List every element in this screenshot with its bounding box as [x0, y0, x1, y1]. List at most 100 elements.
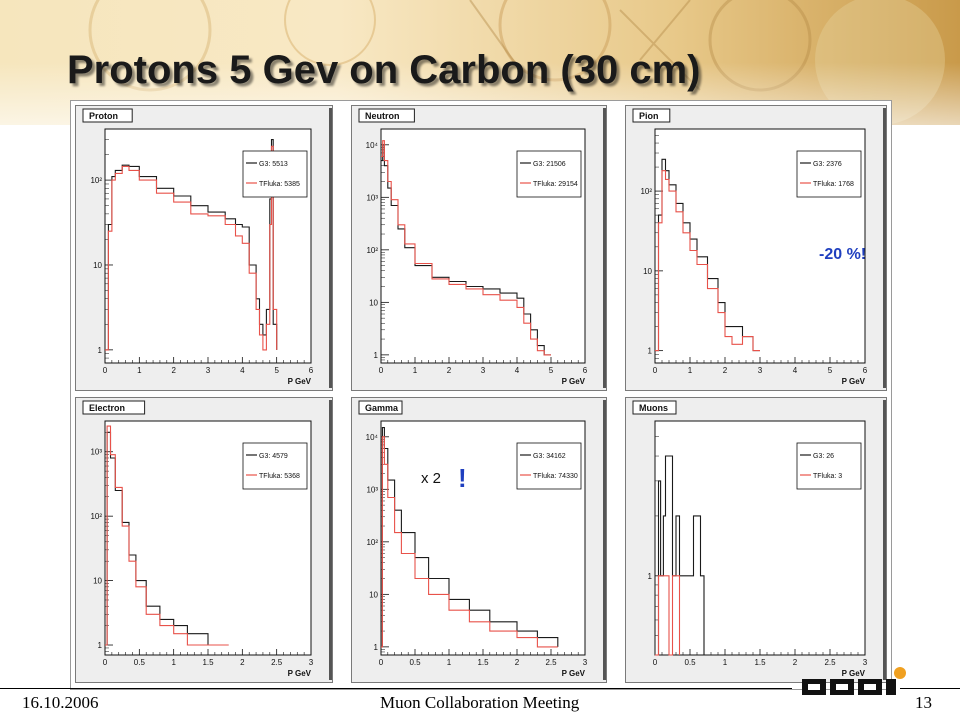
x-tick-label: 1.5	[477, 658, 489, 667]
x-tick-label: 2.5	[271, 658, 283, 667]
legend-box	[242, 150, 308, 198]
x-tick-label: 2	[723, 366, 728, 375]
x-tick-label: 0.5	[684, 658, 696, 667]
x-axis-label: P GeV	[562, 669, 586, 678]
panel-title-box	[82, 400, 146, 415]
series-tfluka	[655, 575, 681, 656]
y-tick-label: 10³	[366, 193, 378, 202]
x-tick-label: 4	[240, 366, 245, 375]
legend-entry: TFluka: 1768	[813, 181, 854, 188]
legend-entry: G3: 34162	[533, 453, 566, 460]
y-tick-label: 10³	[366, 485, 378, 494]
series-tfluka	[381, 140, 551, 356]
legend-entry: TFluka: 5368	[259, 473, 300, 480]
legend-box	[242, 442, 308, 490]
y-tick-label: 10³	[90, 448, 102, 457]
legend-entry: G3: 26	[813, 453, 834, 460]
series-tfluka	[381, 436, 558, 648]
panel-shadow	[883, 400, 886, 680]
x-tick-label: 6	[309, 366, 314, 375]
gsi-logo	[802, 667, 906, 695]
y-tick-label: 1	[648, 572, 653, 581]
x-tick-label: 3	[758, 366, 763, 375]
y-tick-label: 10²	[640, 187, 652, 196]
x-tick-label: 0	[103, 366, 108, 375]
panel-proton: Proton 0 1 2 3 4 5 6 P GeV 1 10 10² G3: 5513 TFluka: …	[75, 105, 333, 391]
x-tick-label: 2.5	[545, 658, 557, 667]
x-tick-label: 0	[653, 366, 658, 375]
y-tick-label: 1	[374, 351, 379, 360]
x-tick-label: 1	[137, 366, 142, 375]
legend-entry: TFluka: 29154	[533, 181, 578, 188]
series-tfluka	[105, 425, 229, 646]
x-tick-label: 1	[447, 658, 452, 667]
panel-title-box	[358, 108, 415, 123]
panel-gamma: Gamma 0 0.5 1 1.5 2 2.5 3 P GeV 1 10 10² 10³ 10⁴ G3: 3…	[351, 397, 607, 683]
panel-title: Muons	[639, 403, 668, 413]
panel-title: Neutron	[365, 111, 400, 121]
x-axis-label: P GeV	[842, 669, 866, 678]
x-tick-label: 3	[206, 366, 211, 375]
series-tfluka	[655, 170, 760, 352]
x-tick-label: 2	[447, 366, 452, 375]
legend-entry: TFluka: 3	[813, 473, 842, 480]
series-g3	[381, 427, 559, 648]
panel-pion: Pion 0 1 2 3 4 5 6 P GeV 1 10 10² G3: 2376 TFluka: 17…	[625, 105, 887, 391]
x-tick-label: 0.5	[409, 658, 421, 667]
x-axis-label: P GeV	[288, 669, 312, 678]
x-tick-label: 1.5	[202, 658, 214, 667]
y-tick-label: 10⁴	[366, 433, 379, 442]
histogram-grid: Proton 0 1 2 3 4 5 6 P GeV 1 10 10² G3: 5513 TFluka: …	[70, 100, 892, 690]
panel-shadow	[883, 108, 886, 388]
x-tick-label: 2	[793, 658, 798, 667]
legend-box	[796, 442, 862, 490]
y-tick-label: 10²	[90, 512, 102, 521]
x-tick-label: 3	[583, 658, 588, 667]
panel-title: Proton	[89, 111, 118, 121]
footer-page-number: 13	[915, 693, 932, 712]
x-tick-label: 2.5	[824, 658, 836, 667]
x-tick-label: 4	[793, 366, 798, 375]
y-tick-label: 10²	[366, 246, 378, 255]
y-tick-label: 1	[98, 346, 103, 355]
difference-annotation: -20 %!	[819, 246, 866, 263]
x-tick-label: 0	[379, 366, 384, 375]
y-tick-label: 10²	[90, 176, 102, 185]
panel-shadow	[329, 400, 332, 680]
x-tick-label: 6	[863, 366, 868, 375]
footer-meeting-name: Muon Collaboration Meeting	[380, 693, 580, 712]
legend-box	[516, 442, 582, 490]
x-tick-label: 1	[171, 658, 176, 667]
panel-muons: Muons 0 0.5 1 1.5 2 2.5 3 P GeV 1 G3: 26 TFluka: 3	[625, 397, 887, 683]
panel-title: Electron	[89, 403, 125, 413]
legend-entry: G3: 4579	[259, 453, 288, 460]
y-tick-label: 1	[98, 641, 103, 650]
legend-box	[796, 150, 862, 198]
y-tick-label: 10	[369, 298, 378, 307]
x-tick-label: 3	[481, 366, 486, 375]
x-tick-label: 5	[549, 366, 554, 375]
x-tick-label: 2	[515, 658, 520, 667]
x-tick-label: 3	[309, 658, 314, 667]
panel-electron: Electron 0 0.5 1 1.5 2 2.5 3 P GeV 1 10 10² 10³ G3: 4…	[75, 397, 333, 683]
x-tick-label: 1.5	[754, 658, 766, 667]
x-tick-label: 4	[515, 366, 520, 375]
y-tick-label: 10	[93, 261, 102, 270]
panel-title: Pion	[639, 111, 659, 121]
y-tick-label: 10²	[366, 538, 378, 547]
exclamation-annotation: !	[458, 463, 467, 493]
panel-title-box	[82, 108, 133, 123]
legend-box	[516, 150, 582, 198]
panel-title-box	[358, 400, 403, 415]
legend-entry: TFluka: 5385	[259, 181, 300, 188]
panel-shadow	[603, 108, 606, 388]
x-tick-label: 2	[171, 366, 176, 375]
x-tick-label: 6	[583, 366, 588, 375]
x-tick-label: 5	[828, 366, 833, 375]
footer-divider	[0, 688, 792, 689]
x-tick-label: 2	[240, 658, 245, 667]
legend-entry: G3: 5513	[259, 161, 288, 168]
footer-date: 16.10.2006	[22, 693, 99, 712]
footer-divider-right	[900, 688, 960, 689]
